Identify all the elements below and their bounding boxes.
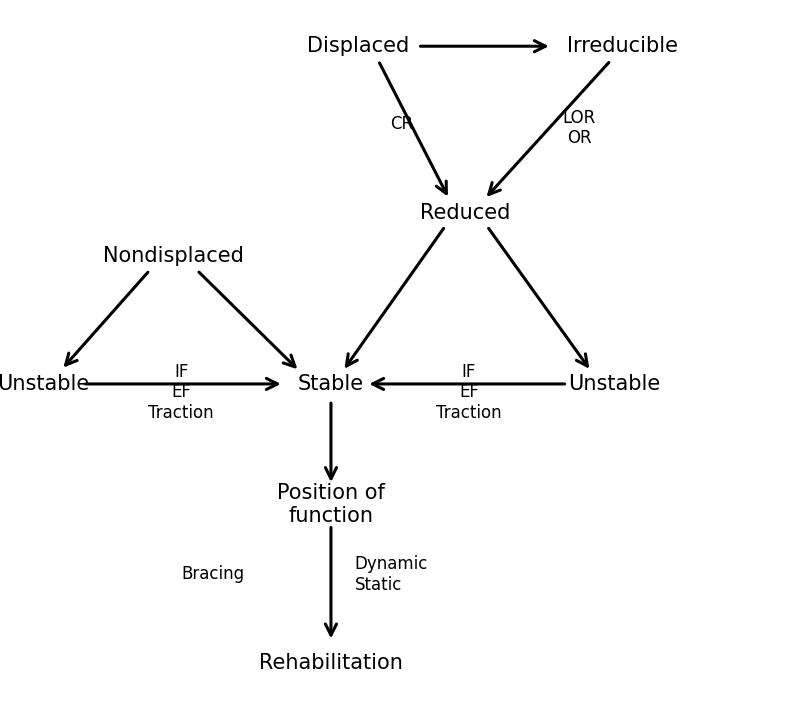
- Text: Rehabilitation: Rehabilitation: [259, 653, 403, 673]
- Text: LOR
OR: LOR OR: [563, 109, 596, 147]
- Text: Bracing: Bracing: [181, 565, 244, 584]
- Text: IF
EF
Traction: IF EF Traction: [436, 363, 502, 422]
- Text: Position of
function: Position of function: [277, 483, 385, 526]
- Text: Unstable: Unstable: [568, 374, 661, 394]
- Text: IF
EF
Traction: IF EF Traction: [148, 363, 214, 422]
- Text: Nondisplaced: Nondisplaced: [103, 246, 243, 266]
- Text: Unstable: Unstable: [0, 374, 90, 394]
- Text: Displaced: Displaced: [307, 36, 410, 56]
- Text: Dynamic
Static: Dynamic Static: [355, 555, 428, 594]
- Text: Irreducible: Irreducible: [567, 36, 678, 56]
- Text: Reduced: Reduced: [420, 203, 510, 223]
- Text: CR: CR: [390, 115, 414, 134]
- Text: Stable: Stable: [298, 374, 364, 394]
